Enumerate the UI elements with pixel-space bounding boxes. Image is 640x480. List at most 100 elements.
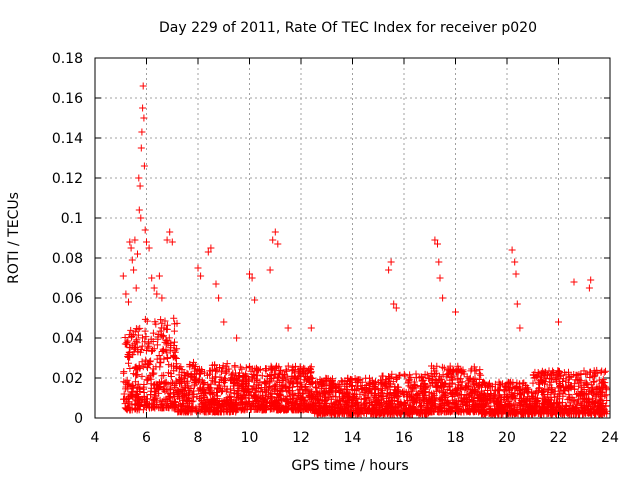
data-point <box>262 365 270 373</box>
data-point <box>307 369 315 377</box>
data-point <box>344 386 352 393</box>
data-point <box>189 405 197 413</box>
chart-title: Day 229 of 2011, Rate Of TEC Index for r… <box>159 20 537 36</box>
data-point <box>428 379 436 386</box>
data-point <box>194 264 202 272</box>
data-point <box>530 409 538 417</box>
data-point <box>301 397 309 405</box>
data-point <box>553 400 561 408</box>
x-tick-label: 6 <box>142 430 151 446</box>
x-tick-label: 8 <box>194 430 203 446</box>
data-point <box>443 371 451 379</box>
data-point <box>139 82 147 90</box>
data-point <box>393 397 401 405</box>
data-point <box>568 410 575 418</box>
data-point <box>135 363 143 371</box>
data-point <box>247 367 255 375</box>
data-point <box>143 376 151 384</box>
data-point <box>256 394 264 402</box>
data-point <box>271 400 278 408</box>
data-point <box>524 385 532 393</box>
data-point <box>133 371 140 379</box>
data-point <box>156 396 164 404</box>
data-point <box>465 396 473 403</box>
data-point <box>233 395 241 403</box>
data-point <box>132 284 140 292</box>
data-point <box>320 404 328 412</box>
data-point <box>140 114 148 122</box>
data-point <box>580 386 588 393</box>
data-point <box>160 379 168 387</box>
data-point <box>195 394 203 402</box>
data-point <box>328 406 336 413</box>
data-point <box>583 380 591 388</box>
data-point <box>324 375 332 383</box>
data-point <box>581 398 589 406</box>
data-point <box>195 407 203 415</box>
data-point <box>356 376 364 384</box>
data-point <box>147 391 155 399</box>
data-point <box>149 370 157 378</box>
data-point <box>600 379 607 386</box>
data-point <box>523 400 531 408</box>
data-point <box>140 381 148 388</box>
data-point <box>272 381 280 389</box>
data-point <box>140 392 148 400</box>
data-point <box>423 371 431 379</box>
data-point <box>570 371 578 378</box>
data-point <box>357 395 365 403</box>
data-point <box>410 378 418 386</box>
data-point <box>148 274 156 282</box>
data-point <box>516 380 524 388</box>
data-point <box>150 369 158 377</box>
data-point <box>251 391 259 399</box>
data-point <box>266 266 274 274</box>
data-point <box>278 405 285 413</box>
y-tick-label: 0.06 <box>52 291 83 307</box>
data-point <box>448 379 456 387</box>
data-point <box>146 358 154 366</box>
data-point <box>587 276 595 284</box>
data-point <box>565 373 573 381</box>
data-point <box>511 384 519 392</box>
data-point <box>508 409 516 417</box>
data-point <box>387 258 395 266</box>
data-point <box>307 363 315 371</box>
data-point <box>180 393 188 401</box>
data-point <box>153 355 161 363</box>
data-point <box>298 390 306 398</box>
data-point <box>255 402 263 410</box>
data-point <box>125 353 132 361</box>
data-point <box>561 387 568 395</box>
data-point <box>204 248 212 256</box>
data-point <box>542 375 550 383</box>
data-point <box>149 346 156 354</box>
data-point <box>137 214 145 222</box>
data-point <box>167 373 175 380</box>
y-tick-label: 0.16 <box>52 91 83 107</box>
data-point <box>341 409 348 417</box>
data-point <box>295 373 303 381</box>
data-point <box>556 384 564 392</box>
data-point <box>310 392 318 400</box>
data-point <box>271 371 279 379</box>
data-point <box>200 379 208 386</box>
data-point <box>541 378 549 386</box>
data-point <box>261 380 269 388</box>
data-point <box>447 374 455 382</box>
data-point <box>501 382 509 390</box>
data-point <box>136 182 144 190</box>
data-point <box>153 290 161 298</box>
data-point <box>427 403 435 411</box>
data-point <box>289 363 297 371</box>
data-point <box>150 345 158 353</box>
data-point <box>151 395 158 403</box>
data-point <box>375 408 383 415</box>
data-point <box>440 364 448 372</box>
data-point <box>429 394 437 402</box>
data-point <box>233 334 241 342</box>
data-point <box>156 363 164 371</box>
data-point <box>157 359 165 367</box>
data-point <box>207 244 215 252</box>
data-point <box>412 397 420 405</box>
